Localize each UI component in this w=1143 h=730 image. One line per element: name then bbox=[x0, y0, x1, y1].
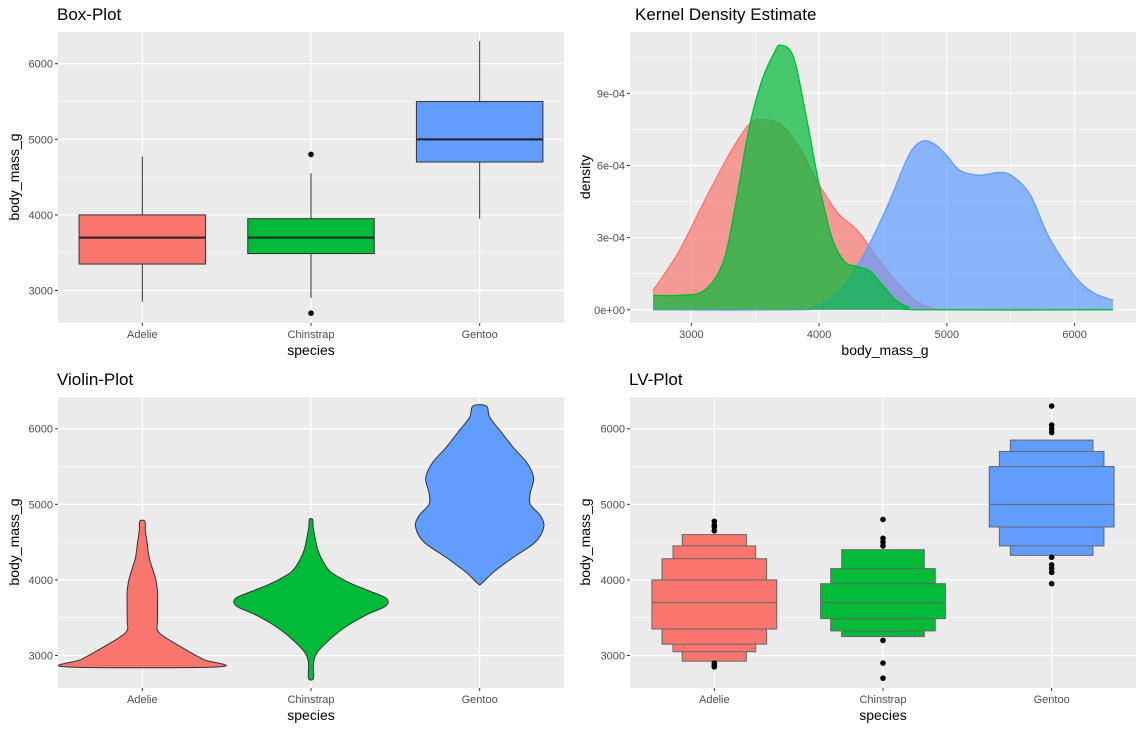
density-plot-title: Kernel Density Estimate bbox=[635, 5, 816, 24]
violin-gentoo bbox=[414, 404, 545, 586]
lv-plot-y-tick-label: 3000 bbox=[601, 650, 625, 662]
violin-plot-y-tick-label: 5000 bbox=[29, 499, 53, 511]
lv-plot-y-tick-label: 6000 bbox=[601, 424, 625, 436]
lv-box-chinstrap bbox=[820, 583, 946, 620]
box-plot-x-tick-label: Chinstrap bbox=[287, 329, 334, 341]
lv-plot-y-label: body_mass_g bbox=[577, 498, 593, 585]
panel-violin-plot: Violin-Plot species body_mass_g 3000 4000… bbox=[6, 370, 564, 723]
violin-plot-y-tick-label: 4000 bbox=[29, 575, 53, 587]
density-line-chinstrap bbox=[652, 44, 1114, 311]
box-plot-y-tick-label: 6000 bbox=[29, 59, 53, 71]
lv-outlier-point bbox=[1048, 561, 1055, 568]
violin-plot-y-tick-label: 6000 bbox=[29, 424, 53, 436]
density-plot-x-tick-label: 5000 bbox=[935, 329, 959, 341]
lv-outlier-point bbox=[1048, 580, 1055, 587]
density-plot-y-tick-label: 6e-04 bbox=[597, 160, 625, 172]
density-plot-y-tick-label: 9e-04 bbox=[597, 88, 625, 100]
box-plot-y-label: body_mass_g bbox=[6, 133, 22, 220]
lv-plot-title: LV-Plot bbox=[629, 370, 683, 389]
lv-outlier-point bbox=[880, 675, 886, 681]
panel-density-plot: Kernel Density Estimate body_mass_g dens… bbox=[577, 5, 1136, 358]
box-gentoo bbox=[415, 101, 544, 163]
lv-outlier-point bbox=[711, 518, 718, 525]
violin-plot-title: Violin-Plot bbox=[57, 370, 134, 389]
lv-box-adelie bbox=[651, 579, 778, 630]
density-plot-x-tick-label: 4000 bbox=[807, 329, 831, 341]
lv-plot-y-tick-label: 4000 bbox=[601, 575, 625, 587]
box-outlier-point bbox=[308, 151, 314, 158]
lv-plot-y-tick-label: 5000 bbox=[601, 499, 625, 511]
lv-outlier-point bbox=[1048, 554, 1055, 561]
density-plot-x-tick-label: 6000 bbox=[1062, 329, 1086, 341]
lv-plot-x-tick-label: Chinstrap bbox=[859, 694, 906, 706]
panel-lv-plot: LV-Plot species body_mass_g 3000 4000 5000… bbox=[577, 370, 1136, 723]
lv-outlier-point bbox=[880, 660, 886, 666]
box-plot-y-tick-label: 5000 bbox=[29, 134, 53, 146]
box-chinstrap bbox=[247, 218, 375, 255]
box-adelie bbox=[78, 214, 207, 265]
lv-box-gentoo bbox=[988, 466, 1115, 528]
density-plot-x-tick-label: 3000 bbox=[679, 329, 703, 341]
lv-outlier-point bbox=[1048, 403, 1055, 409]
density-plot-x-label: body_mass_g bbox=[841, 342, 928, 358]
violin-chinstrap bbox=[233, 518, 389, 681]
density-plot-y-tick-label: 3e-04 bbox=[597, 233, 625, 245]
box-plot-x-label: species bbox=[287, 342, 334, 358]
violin-plot-y-label: body_mass_g bbox=[6, 498, 22, 585]
violin-plot-x-label: species bbox=[287, 707, 334, 723]
violin-plot-x-tick-label: Gentoo bbox=[462, 694, 498, 706]
density-area-chinstrap bbox=[653, 45, 1113, 310]
lv-outlier-point bbox=[711, 660, 718, 666]
box-plot-title: Box-Plot bbox=[57, 5, 122, 24]
lv-plot-x-label: species bbox=[859, 707, 906, 723]
lv-plot-x-tick-label: Gentoo bbox=[1034, 694, 1070, 706]
panel-box-plot: Box-Plot species body_mass_g 3000 4000 500… bbox=[6, 5, 564, 358]
density-plot-y-tick-label: 0e+00 bbox=[594, 305, 625, 317]
lv-outlier-point bbox=[880, 516, 886, 523]
density-plot-y-label: density bbox=[577, 155, 593, 199]
violin-plot-x-tick-label: Chinstrap bbox=[287, 694, 334, 706]
box-plot-x-tick-label: Adelie bbox=[127, 329, 158, 341]
violin-plot-y-tick-label: 3000 bbox=[29, 650, 53, 662]
lv-outlier-point bbox=[1048, 422, 1055, 428]
violin-plot-x-tick-label: Adelie bbox=[127, 694, 158, 706]
density-area-gentoo bbox=[653, 140, 1113, 310]
lv-plot-x-tick-label: Adelie bbox=[699, 694, 730, 706]
box-outlier-point bbox=[308, 310, 314, 316]
box-plot-y-tick-label: 3000 bbox=[29, 285, 53, 297]
lv-outlier-point bbox=[880, 637, 886, 644]
box-plot-y-tick-label: 4000 bbox=[29, 210, 53, 222]
violin-adelie bbox=[57, 519, 227, 669]
box-plot-x-tick-label: Gentoo bbox=[462, 329, 498, 341]
lv-outlier-point bbox=[880, 535, 886, 542]
